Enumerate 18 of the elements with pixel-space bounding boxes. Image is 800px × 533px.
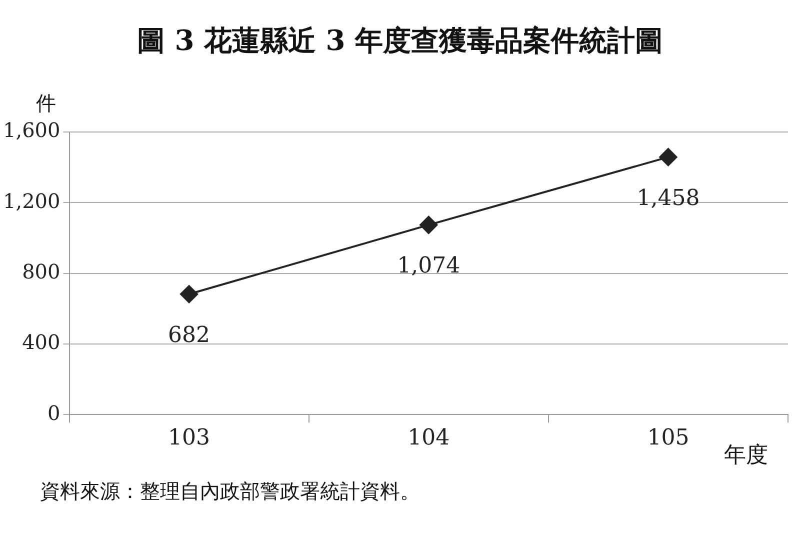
y-tick-label: 1,600 bbox=[2, 118, 60, 142]
chart-title: 圖 3 花蓮縣近 3 年度查獲毒品案件統計圖 bbox=[136, 23, 664, 59]
point bbox=[420, 216, 438, 234]
x-tick-label: 105 bbox=[647, 426, 690, 451]
x-axis-title: 年度 bbox=[724, 442, 768, 470]
y-tick-label: 800 bbox=[22, 260, 60, 284]
y-tick-label: 0 bbox=[48, 400, 60, 425]
y-axis-title: 件 bbox=[36, 90, 56, 117]
x-tick-label: 103 bbox=[168, 426, 210, 451]
source-note: 資料來源：整理自內政部警政署統計資料。 bbox=[40, 478, 420, 505]
y-tick-label: 1,200 bbox=[2, 188, 60, 213]
data-label: 1,074 bbox=[397, 254, 460, 279]
data-label: 682 bbox=[168, 322, 210, 348]
x-tick-label: 104 bbox=[408, 426, 450, 451]
point bbox=[180, 285, 198, 304]
data-label: 1,458 bbox=[636, 186, 700, 211]
y-tick-label: 400 bbox=[22, 330, 60, 354]
point bbox=[659, 148, 678, 166]
